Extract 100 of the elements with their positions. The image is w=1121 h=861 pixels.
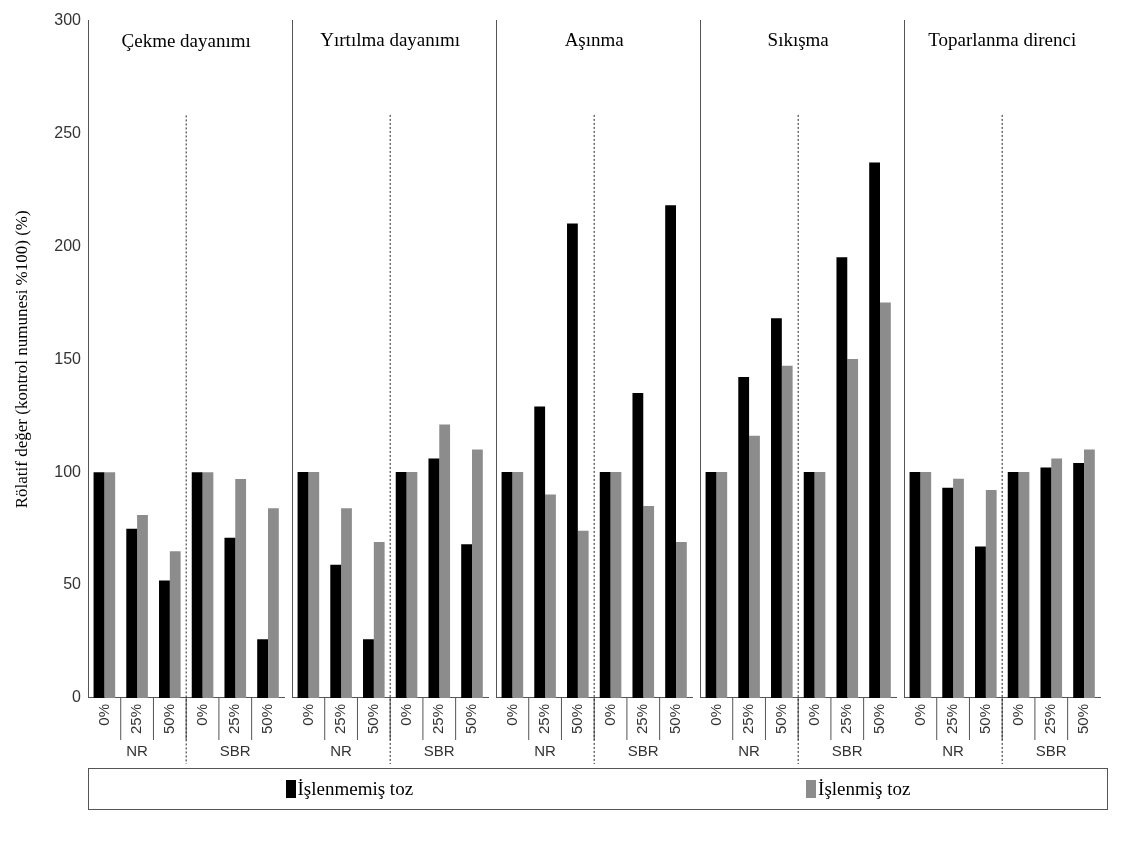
bar: [512, 471, 524, 698]
y-tick-label: 300: [54, 11, 82, 29]
y-axis-title: Rölatif değer (kontrol numunesi %100) (%): [11, 210, 31, 509]
bar: [297, 471, 309, 698]
text: NR: [330, 741, 353, 759]
bar: [985, 490, 997, 698]
bar: [126, 528, 138, 698]
bar: [880, 302, 891, 698]
text: SBR: [219, 741, 251, 759]
bar: [93, 472, 105, 698]
bar: [439, 424, 451, 698]
x-tick-label: 25%: [429, 703, 447, 735]
text: SBR: [423, 741, 455, 759]
bar: [1040, 467, 1052, 698]
bar: [803, 471, 815, 698]
bar: [137, 515, 148, 698]
x-tick-label: 50%: [771, 703, 789, 735]
bar: [1018, 471, 1030, 698]
bar: [268, 508, 279, 698]
bar: [781, 365, 793, 698]
x-tick-label: 25%: [943, 703, 961, 735]
x-tick-label: 0%: [600, 703, 618, 726]
bar: [920, 471, 932, 698]
y-tick-label: 250: [54, 123, 82, 141]
bar: [472, 449, 483, 698]
bar: [534, 406, 546, 698]
bar: [308, 471, 320, 698]
bar: [169, 551, 181, 698]
bar: [909, 471, 921, 698]
bar: [1084, 449, 1095, 698]
y-tick-label: 150: [54, 349, 82, 367]
bar: [643, 505, 655, 698]
bar: [665, 205, 676, 698]
bar: [771, 318, 782, 698]
text: Aşınma: [564, 29, 625, 51]
bar: [975, 546, 986, 698]
bar: [202, 472, 214, 698]
bar: [610, 471, 622, 698]
text: Yırtılma dayanımı: [320, 29, 461, 51]
x-tick-label: 0%: [298, 703, 316, 726]
bar: [545, 494, 556, 698]
text: Toparlanma direnci: [928, 29, 1077, 51]
text: NR: [534, 741, 557, 759]
text: SBR: [831, 741, 863, 759]
bar: [191, 472, 203, 698]
x-tick-label: 50%: [258, 703, 276, 735]
x-tick-label: 0%: [804, 703, 822, 726]
bar: [599, 471, 611, 698]
x-tick-label: 50%: [567, 703, 585, 735]
x-tick-label: 25%: [739, 703, 757, 735]
x-tick-label: 25%: [633, 703, 651, 735]
y-tick-label: 0: [72, 688, 82, 706]
bar: [577, 530, 589, 698]
text: Çekme dayanımı: [121, 30, 251, 52]
legend-label: İşlenmemiş toz: [297, 778, 414, 800]
bar: [705, 471, 717, 698]
bar: [104, 472, 116, 698]
bar: [942, 487, 954, 698]
text: NR: [126, 741, 149, 759]
bar: [373, 542, 385, 698]
bar: [501, 471, 513, 698]
x-tick-label: 50%: [975, 703, 993, 735]
x-tick-label: 50%: [870, 703, 888, 735]
bar: [224, 537, 236, 698]
bar: [847, 358, 859, 698]
bar: [406, 471, 418, 698]
bar: [1007, 471, 1019, 698]
bar: [428, 458, 440, 698]
text: SBR: [627, 741, 659, 759]
bar: [836, 257, 848, 698]
x-tick-label: 25%: [331, 703, 349, 735]
bar: [1073, 462, 1084, 698]
x-tick-label: 25%: [225, 703, 243, 735]
x-tick-label: 50%: [363, 703, 381, 735]
bar: [257, 639, 268, 698]
x-tick-label: 25%: [1041, 703, 1059, 735]
x-tick-label: 25%: [837, 703, 855, 735]
bar: [159, 580, 170, 698]
x-tick-label: 0%: [94, 703, 112, 726]
x-tick-label: 0%: [910, 703, 928, 726]
x-tick-label: 25%: [127, 703, 145, 735]
text: Sıkışma: [767, 29, 830, 51]
bar: [567, 223, 578, 698]
bar: [814, 471, 826, 698]
y-tick-label: 50: [63, 575, 82, 593]
legend-label: İşlenmiş toz: [818, 778, 911, 800]
x-tick-label: 50%: [159, 703, 177, 735]
x-tick-label: 50%: [1074, 703, 1092, 735]
x-tick-label: 50%: [666, 703, 684, 735]
x-tick-label: 50%: [462, 703, 480, 735]
y-tick-label: 200: [54, 236, 82, 254]
text: NR: [942, 741, 965, 759]
bar: [716, 471, 728, 698]
bar: [395, 471, 407, 698]
x-tick-label: 0%: [1008, 703, 1026, 726]
bar: [749, 435, 760, 698]
x-tick-label: 0%: [396, 703, 414, 726]
x-tick-label: 25%: [535, 703, 553, 735]
bar: [461, 544, 472, 698]
bar: [1051, 458, 1063, 698]
